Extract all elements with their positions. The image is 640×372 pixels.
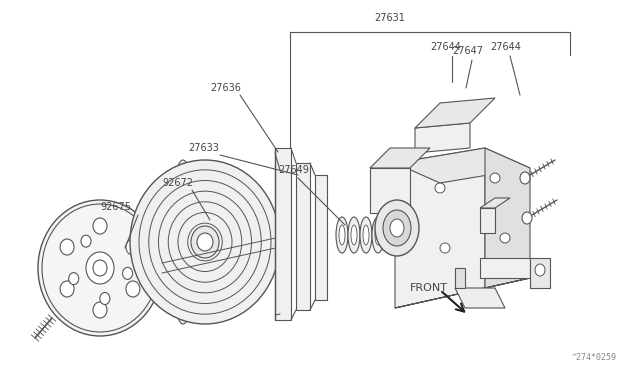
Polygon shape: [370, 148, 430, 168]
Ellipse shape: [130, 160, 280, 324]
Polygon shape: [480, 208, 495, 233]
Ellipse shape: [126, 239, 140, 255]
Ellipse shape: [68, 273, 79, 285]
Polygon shape: [275, 148, 291, 320]
Polygon shape: [455, 288, 505, 308]
Text: FRONT: FRONT: [410, 283, 448, 293]
Ellipse shape: [399, 225, 405, 245]
Ellipse shape: [170, 160, 196, 324]
Ellipse shape: [520, 172, 530, 184]
Text: 27647: 27647: [452, 46, 483, 56]
Text: 27644: 27644: [430, 42, 461, 52]
Ellipse shape: [351, 225, 357, 245]
Text: ^274*0259: ^274*0259: [572, 353, 617, 362]
Polygon shape: [395, 278, 530, 308]
Ellipse shape: [81, 235, 91, 247]
Ellipse shape: [490, 173, 500, 183]
Ellipse shape: [383, 210, 411, 246]
Polygon shape: [296, 163, 310, 310]
Ellipse shape: [123, 267, 132, 279]
Ellipse shape: [60, 281, 74, 297]
Text: 27633: 27633: [188, 143, 219, 153]
Ellipse shape: [348, 217, 360, 253]
Text: 92675: 92675: [100, 202, 131, 212]
Polygon shape: [415, 98, 495, 128]
Ellipse shape: [86, 252, 114, 284]
Ellipse shape: [336, 217, 348, 253]
Polygon shape: [530, 258, 550, 288]
Ellipse shape: [390, 219, 404, 237]
Ellipse shape: [440, 243, 450, 253]
Text: 27644: 27644: [490, 42, 521, 52]
Ellipse shape: [38, 200, 162, 336]
Ellipse shape: [60, 239, 74, 255]
Polygon shape: [315, 175, 327, 300]
Ellipse shape: [375, 225, 381, 245]
Polygon shape: [485, 148, 530, 288]
Ellipse shape: [100, 292, 110, 305]
Ellipse shape: [387, 225, 393, 245]
Polygon shape: [395, 148, 485, 308]
Ellipse shape: [197, 233, 213, 251]
Ellipse shape: [339, 225, 345, 245]
Ellipse shape: [522, 212, 532, 224]
Ellipse shape: [93, 218, 107, 234]
Ellipse shape: [191, 226, 219, 258]
Polygon shape: [480, 258, 530, 278]
Ellipse shape: [360, 217, 372, 253]
Text: 27636: 27636: [210, 83, 241, 93]
Ellipse shape: [384, 217, 396, 253]
Ellipse shape: [93, 260, 107, 276]
Ellipse shape: [372, 217, 384, 253]
Ellipse shape: [93, 302, 107, 318]
Ellipse shape: [435, 183, 445, 193]
Text: 27649: 27649: [278, 165, 309, 175]
Polygon shape: [415, 123, 470, 153]
Ellipse shape: [375, 200, 419, 256]
Polygon shape: [455, 268, 465, 288]
Text: 27631: 27631: [374, 13, 405, 23]
Text: 92672: 92672: [162, 178, 193, 188]
Polygon shape: [395, 148, 530, 183]
Polygon shape: [480, 198, 510, 208]
Ellipse shape: [396, 217, 408, 253]
Ellipse shape: [363, 225, 369, 245]
Ellipse shape: [500, 233, 510, 243]
Ellipse shape: [535, 264, 545, 276]
Ellipse shape: [126, 281, 140, 297]
Polygon shape: [370, 168, 410, 213]
